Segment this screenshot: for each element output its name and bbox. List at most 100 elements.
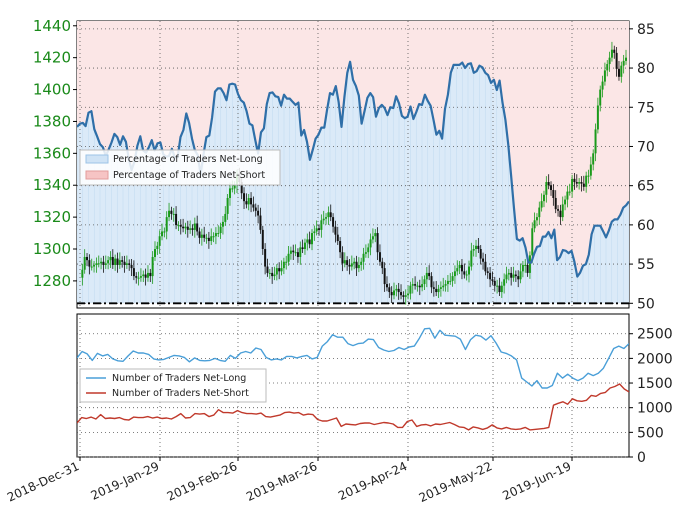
candle-body xyxy=(221,221,224,227)
candle-body xyxy=(97,263,100,265)
candle-body xyxy=(325,217,328,219)
candle-body xyxy=(310,233,313,245)
candle-body xyxy=(430,276,433,288)
candle-body xyxy=(175,213,178,226)
candle-body xyxy=(163,231,166,233)
bottom-right-tick-label: 1500 xyxy=(637,376,673,392)
candle-body xyxy=(364,252,367,254)
candle-body xyxy=(578,182,581,184)
candle-body xyxy=(507,272,510,275)
candle-body xyxy=(617,68,620,77)
candle-body xyxy=(613,49,616,53)
candle-body xyxy=(432,287,435,289)
candle-body xyxy=(585,175,588,187)
candle-body xyxy=(402,295,405,297)
candle-body xyxy=(353,261,356,264)
bottom-right-tick-label: 0 xyxy=(637,450,646,466)
candle-body xyxy=(503,279,506,286)
bottom-right-tick-label: 1000 xyxy=(637,401,673,417)
candle-body xyxy=(425,272,428,280)
candle-body xyxy=(247,197,250,205)
candle-body xyxy=(228,188,231,198)
legend-label-net-short-pct: Percentage of Traders Net-Short xyxy=(113,170,265,181)
candle-body xyxy=(564,199,567,205)
right-axis-ticks: 50 55 60 65 70 75 80 85 xyxy=(629,22,655,312)
candle-body xyxy=(451,276,454,281)
candle-body xyxy=(189,228,192,230)
candle-body xyxy=(210,236,213,242)
candle-body xyxy=(95,263,98,265)
x-tick-label: 2018-Dec-31 xyxy=(5,459,81,505)
candle-body xyxy=(107,260,110,264)
candle-body xyxy=(475,245,478,250)
candle-body xyxy=(137,277,140,279)
candle-body xyxy=(109,256,112,261)
candle-body xyxy=(444,284,447,286)
candle-body xyxy=(268,272,271,274)
net-short-count-line xyxy=(77,383,629,431)
candle-body xyxy=(287,253,290,262)
candle-body xyxy=(493,280,496,286)
candle-body xyxy=(528,255,531,273)
candle-body xyxy=(275,268,278,275)
candle-body xyxy=(383,268,386,285)
candle-body xyxy=(327,212,330,218)
candle-body xyxy=(512,274,515,278)
candle-body xyxy=(261,229,264,250)
candle-body xyxy=(303,242,306,250)
candle-body xyxy=(381,261,384,269)
candle-body xyxy=(357,264,360,269)
right-tick-label: 80 xyxy=(637,61,655,77)
candle-body xyxy=(135,276,138,278)
candle-body xyxy=(165,217,168,232)
candle-body xyxy=(334,226,337,235)
left-tick-label: 1300 xyxy=(33,240,71,258)
candle-body xyxy=(625,57,627,61)
candle-body xyxy=(496,285,499,287)
candle-body xyxy=(88,260,91,267)
candle-body xyxy=(414,284,417,286)
candle-body xyxy=(514,274,517,277)
legend-label-net-short-count: Number of Traders Net-Short xyxy=(112,388,249,399)
candle-body xyxy=(362,253,365,262)
candle-body xyxy=(472,249,475,251)
candle-body xyxy=(219,226,222,234)
left-tick-label: 1340 xyxy=(33,176,71,194)
candle-body xyxy=(538,207,541,218)
candle-body xyxy=(559,210,562,218)
top-legend-box xyxy=(79,149,281,186)
candle-body xyxy=(214,233,217,237)
candle-body xyxy=(587,175,590,177)
candle-body xyxy=(592,153,595,165)
candle-body xyxy=(371,236,374,240)
candle-body xyxy=(250,197,253,205)
candle-body xyxy=(139,276,142,278)
candle-body xyxy=(393,290,396,296)
candle-body xyxy=(439,287,442,289)
candle-body xyxy=(378,252,381,262)
candle-body xyxy=(407,293,410,296)
candle-body xyxy=(374,233,377,237)
bottom-legend-box xyxy=(79,368,267,403)
candle-body xyxy=(561,204,564,218)
candle-body xyxy=(437,288,440,293)
candle-body xyxy=(153,249,156,257)
candle-body xyxy=(83,256,86,270)
candle-body xyxy=(580,182,583,184)
candle-body xyxy=(550,185,553,191)
candle-body xyxy=(231,188,234,190)
candle-body xyxy=(367,247,370,253)
candle-body xyxy=(369,239,372,248)
candle-body xyxy=(315,228,318,232)
candle-body xyxy=(322,218,325,221)
right-tick-label: 50 xyxy=(637,296,655,312)
x-tick-label: 2019-Mar-26 xyxy=(244,459,319,504)
candle-body xyxy=(266,266,269,273)
candle-body xyxy=(423,279,426,285)
candle-body xyxy=(395,288,398,291)
candle-body xyxy=(339,241,342,253)
candle-body xyxy=(566,191,569,200)
x-tick-label: 2019-Apr-24 xyxy=(336,459,409,503)
candle-body xyxy=(289,250,292,254)
candle-body xyxy=(132,268,135,277)
